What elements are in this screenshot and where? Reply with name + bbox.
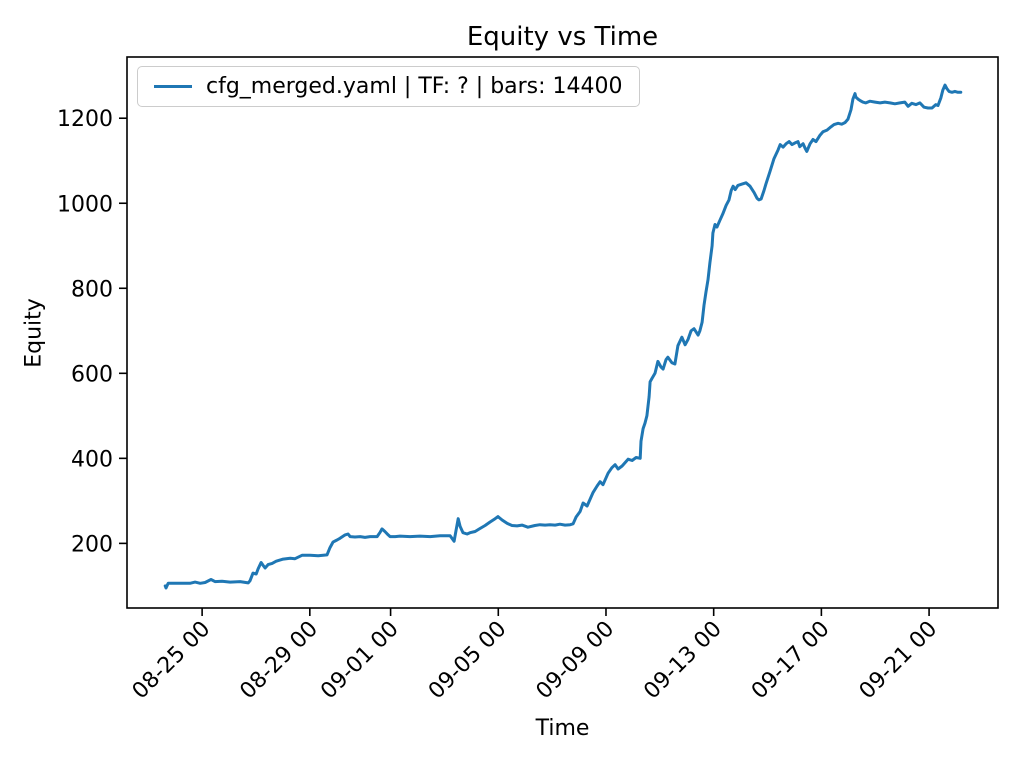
legend-line-sample	[154, 85, 192, 88]
y-axis-label: Equity	[21, 298, 47, 368]
axes-frame	[126, 56, 999, 609]
svg-text:09-05 00: 09-05 00	[424, 617, 512, 705]
y-axis-ticks: 200 400 600 800 1000 1200	[57, 107, 127, 557]
svg-text:09-21 00: 09-21 00	[855, 617, 943, 705]
x-axis-label: Time	[535, 716, 590, 741]
svg-text:08-29 00: 08-29 00	[235, 617, 323, 705]
svg-text:08-25 00: 08-25 00	[128, 617, 216, 705]
legend-label: cfg_merged.yaml | TF: ? | bars: 14400	[206, 74, 623, 99]
legend: cfg_merged.yaml | TF: ? | bars: 14400	[137, 66, 640, 107]
svg-text:09-09 00: 09-09 00	[532, 617, 620, 705]
svg-text:1000: 1000	[57, 192, 113, 217]
equity-line	[163, 83, 963, 590]
svg-text:800: 800	[71, 277, 113, 302]
svg-text:200: 200	[71, 532, 113, 557]
svg-text:09-01 00: 09-01 00	[316, 617, 404, 705]
chart-title: Equity vs Time	[466, 22, 659, 52]
svg-text:1200: 1200	[57, 107, 113, 132]
svg-text:400: 400	[71, 447, 113, 472]
svg-text:09-17 00: 09-17 00	[747, 617, 835, 705]
svg-text:09-13 00: 09-13 00	[639, 617, 727, 705]
svg-text:600: 600	[71, 362, 113, 387]
